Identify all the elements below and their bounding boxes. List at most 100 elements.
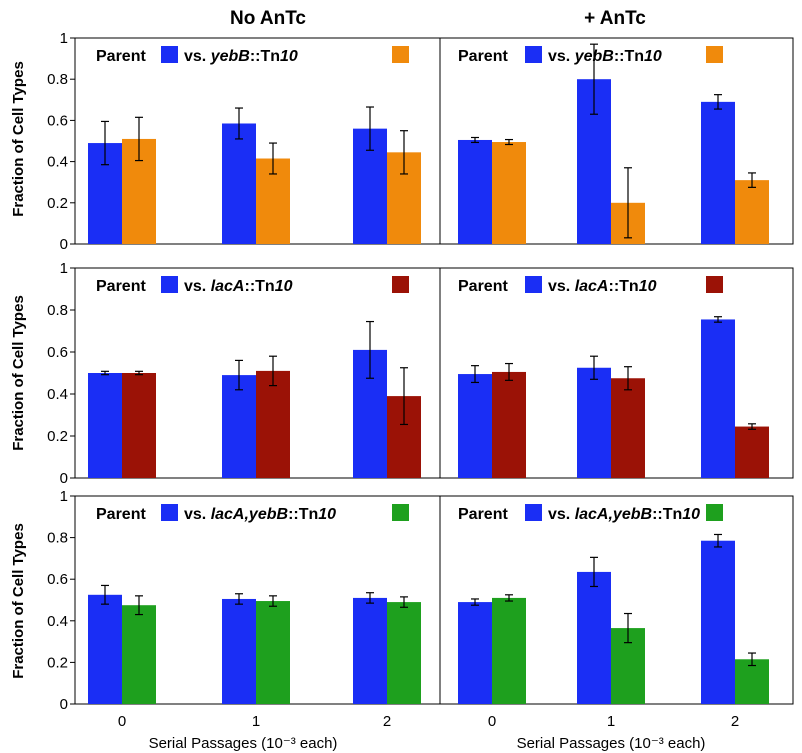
panel-5-bar-mutant-2: [387, 602, 421, 704]
panel-3-legend-prefix: vs.: [184, 278, 211, 295]
panel-1-errorbar-mutant-1: [269, 142, 277, 175]
panel-6-errorbar-parent-0: [471, 598, 479, 606]
panel-5-errorbar-mutant-1: [269, 595, 277, 607]
panel-5-legend-mutant: vs. lacA,yebB::Tn10: [184, 506, 336, 523]
y-axis-label-row-3: Fraction of Cell Types: [10, 523, 27, 679]
panel-1-ytick-label: 1: [60, 30, 68, 47]
panel-5-ytick-label: 0.4: [47, 613, 68, 630]
panel-4-legend-tn: ::Tn10: [608, 278, 656, 295]
panel-1-legend-parent: Parent: [96, 48, 146, 65]
panel-2-errorbar-parent-1: [590, 43, 598, 115]
panel-5-errorbar-mutant-0: [135, 595, 143, 616]
panel-1-errorbar-parent-0: [101, 120, 109, 166]
panel-4-bar-parent-2: [701, 319, 735, 478]
panel-1-legend-tn: ::Tn10: [250, 48, 298, 65]
panel-5-errorbar-parent-0: [101, 584, 109, 605]
panel-3-legend-parent: Parent: [96, 278, 146, 295]
panel-5-xtick-label: 0: [118, 713, 126, 730]
panel-2-legend-gene: yebB: [574, 48, 614, 65]
panel-6-legend-swatch-parent: [525, 504, 542, 521]
y-axis-label-row-1: Fraction of Cell Types: [10, 61, 27, 217]
panel-6-xtick-label: 2: [731, 713, 739, 730]
panel-4-errorbar-parent-0: [471, 365, 479, 384]
panel-3-bar-mutant-0: [122, 373, 156, 478]
panel-6-errorbar-parent-2: [714, 533, 722, 548]
panel-2-legend-tn: ::Tn10: [614, 48, 662, 65]
panel-3-legend-swatch-parent: [161, 276, 178, 293]
panel-2-errorbar-parent-2: [714, 94, 722, 110]
panel-2-bar-parent-2: [701, 101, 735, 244]
y-axis-label-row-2: Fraction of Cell Types: [10, 295, 27, 451]
panel-6-bar-parent-0: [458, 602, 492, 704]
panel-4-legend-parent: Parent: [458, 278, 508, 295]
panel-4-legend-mutant: vs. lacA::Tn10: [548, 278, 657, 295]
panel-5-errorbar-mutant-2: [400, 596, 408, 608]
panel-6: 0 1 2 Parent vs. lacA,yebB::Tn10: [439, 495, 794, 730]
panel-5-legend-parent: Parent: [96, 506, 146, 523]
panel-4-legend-swatch-parent: [525, 276, 542, 293]
panel-3-ytick-label: 1: [60, 260, 68, 277]
panel-3-ytick-label: 0.4: [47, 386, 68, 403]
panel-5-legend-prefix: vs.: [184, 506, 211, 523]
panel-4-errorbar-mutant-1: [624, 366, 632, 391]
panel-3-bar-mutant-1: [256, 370, 290, 478]
panel-6-bar-mutant-0: [492, 597, 526, 704]
panel-4-errorbar-parent-2: [714, 316, 722, 323]
panel-6-legend-parent: Parent: [458, 506, 508, 523]
panel-5-bar-mutant-0: [122, 605, 156, 704]
panel-6-legend-gene: lacA,yebB: [575, 506, 652, 523]
column-title-antc: + AnTc: [584, 8, 646, 29]
panel-2-bar-parent-0: [458, 139, 492, 244]
x-axis-label-right: Serial Passages (10⁻³ each): [517, 735, 706, 752]
panel-3-bar-parent-1: [222, 375, 256, 478]
panel-5-legend-swatch-parent: [161, 504, 178, 521]
panel-3-legend-gene: lacA: [211, 278, 245, 295]
panel-5-errorbar-parent-2: [366, 592, 374, 604]
panel-5-xtick-label: 1: [252, 713, 260, 730]
panel-6-errorbar-mutant-2: [748, 652, 756, 667]
panel-5-xtick-label: 2: [383, 713, 391, 730]
panel-4-bar-parent-1: [577, 367, 611, 478]
panel-2-legend-swatch-parent: [525, 46, 542, 63]
panel-5-legend-gene: lacA,yebB: [211, 506, 288, 523]
panel-5-bar-parent-1: [222, 598, 256, 704]
panel-4-errorbar-parent-1: [590, 355, 598, 380]
panel-2-legend-mutant: vs. yebB::Tn10: [548, 48, 662, 65]
panel-1-ytick-label: 0.6: [47, 112, 68, 129]
panel-1-errorbar-mutant-0: [135, 116, 143, 162]
panel-3-ytick-label: 0.2: [47, 428, 68, 445]
panel-4-bar-mutant-2: [735, 426, 769, 478]
panel-3-errorbar-parent-2: [366, 320, 374, 379]
panel-4-legend-gene: lacA: [575, 278, 609, 295]
panel-1-ytick-label: 0.8: [47, 71, 68, 88]
panel-4-legend-swatch-mutant: [706, 276, 723, 293]
panel-4-errorbar-mutant-0: [505, 362, 513, 381]
panel-5-ytick-label: 0.6: [47, 571, 68, 588]
panel-1-errorbar-mutant-2: [400, 130, 408, 175]
panel-3-ytick-label: 0: [60, 470, 68, 487]
panel-5-legend-swatch-mutant: [392, 504, 409, 521]
panel-3-errorbar-mutant-2: [400, 367, 408, 426]
panel-5-errorbar-parent-1: [235, 593, 243, 605]
panel-2-bar-mutant-0: [492, 142, 526, 244]
panel-5-ytick-label: 0.2: [47, 654, 68, 671]
panel-2-legend-swatch-mutant: [706, 46, 723, 63]
panel-2: Parent vs. yebB::Tn10: [439, 37, 794, 245]
panel-2-errorbar-parent-0: [471, 136, 479, 144]
panel-6-bar-parent-2: [701, 540, 735, 704]
panel-6-legend-tn: ::Tn10: [652, 506, 700, 523]
panel-5-bar-parent-2: [353, 597, 387, 704]
panel-4-bar-mutant-0: [492, 371, 526, 478]
panel-1-ytick-label: 0.2: [47, 195, 68, 212]
panel-5-ytick-label: 1: [60, 488, 68, 505]
x-axis-label-left: Serial Passages (10⁻³ each): [149, 735, 338, 752]
panel-1-legend-gene: yebB: [210, 48, 250, 65]
panel-6-legend-mutant: vs. lacA,yebB::Tn10: [548, 506, 700, 523]
column-title-no-antc: No AnTc: [230, 8, 306, 29]
panel-3-errorbar-parent-1: [235, 359, 243, 391]
